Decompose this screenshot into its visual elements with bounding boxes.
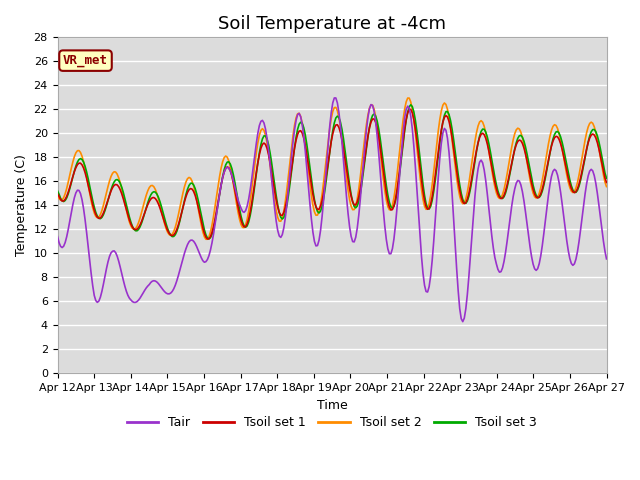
Tsoil set 3: [295, 121, 303, 127]
Tsoil set 1: [575, 181, 583, 187]
Tsoil set 1: [405, 107, 413, 112]
Tsoil set 2: [121, 200, 129, 206]
Tsoil set 3: [603, 175, 611, 181]
Tsoil set 3: [121, 195, 129, 201]
Tair: [294, 112, 301, 118]
Tsoil set 2: [219, 159, 227, 165]
Tsoil set 3: [575, 183, 583, 189]
Tsoil set 2: [54, 194, 61, 200]
Tsoil set 1: [204, 236, 211, 242]
Tsoil set 1: [54, 191, 61, 197]
Tsoil set 2: [404, 95, 412, 101]
Tsoil set 1: [121, 201, 129, 207]
Tair: [236, 202, 243, 207]
Line: Tsoil set 3: Tsoil set 3: [58, 105, 607, 239]
Tsoil set 3: [237, 213, 245, 219]
Y-axis label: Temperature (C): Temperature (C): [15, 155, 28, 256]
Tair: [218, 182, 225, 188]
Tsoil set 2: [603, 184, 611, 190]
Tsoil set 2: [204, 236, 211, 242]
Legend: Tair, Tsoil set 1, Tsoil set 2, Tsoil set 3: Tair, Tsoil set 1, Tsoil set 2, Tsoil se…: [122, 411, 542, 434]
Tsoil set 1: [603, 180, 611, 185]
Tsoil set 3: [219, 174, 227, 180]
Tair: [245, 196, 253, 202]
Tsoil set 2: [295, 110, 303, 116]
Line: Tsoil set 2: Tsoil set 2: [58, 98, 607, 239]
Tsoil set 2: [575, 172, 583, 178]
Text: VR_met: VR_met: [63, 54, 108, 67]
Tsoil set 3: [54, 188, 61, 194]
Tair: [121, 283, 129, 289]
Tsoil set 2: [246, 198, 254, 204]
Tair: [54, 234, 61, 240]
Tair: [575, 239, 583, 245]
Tsoil set 2: [237, 222, 245, 228]
Tsoil set 1: [246, 209, 254, 215]
Line: Tsoil set 1: Tsoil set 1: [58, 109, 607, 239]
Tsoil set 1: [219, 175, 227, 180]
Tair: [459, 319, 467, 324]
Title: Soil Temperature at -4cm: Soil Temperature at -4cm: [218, 15, 446, 33]
X-axis label: Time: Time: [317, 398, 348, 412]
Tsoil set 3: [246, 213, 254, 218]
Tsoil set 1: [237, 217, 245, 223]
Tsoil set 3: [205, 236, 212, 242]
Tsoil set 1: [295, 128, 303, 134]
Tair: [603, 256, 611, 262]
Line: Tair: Tair: [58, 98, 607, 322]
Tair: [330, 95, 338, 101]
Tsoil set 3: [407, 102, 415, 108]
